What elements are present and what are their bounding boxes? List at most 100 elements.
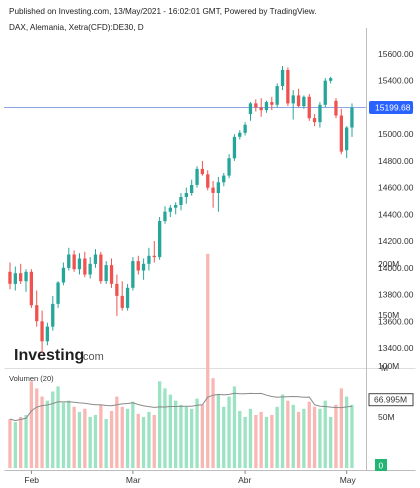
volume-bar xyxy=(286,400,290,468)
volume-bar xyxy=(232,386,237,468)
candle-body xyxy=(51,303,55,327)
candle-body xyxy=(216,182,220,193)
candle-body xyxy=(88,263,92,275)
volume-bar xyxy=(93,415,98,468)
volume-bar xyxy=(24,415,28,468)
volume-bar xyxy=(350,404,354,468)
candle-body xyxy=(115,283,119,296)
x-tick-label: Abr xyxy=(238,475,251,485)
volume-bar xyxy=(115,396,119,468)
volume-bar xyxy=(141,417,146,468)
volume-bar xyxy=(29,381,33,468)
candle-body xyxy=(264,102,269,111)
volume-bar xyxy=(334,404,338,468)
volume-bar xyxy=(280,394,285,468)
instrument-line: DAX, Alemania, Xetra(CFD):DE30, D xyxy=(9,23,144,32)
candle-body xyxy=(174,205,178,208)
volume-bar xyxy=(211,378,215,468)
volume-tick-label: 150M xyxy=(378,310,399,320)
candle-body xyxy=(131,261,135,288)
volume-bar xyxy=(184,406,188,468)
price-tick-label: 14000.00 xyxy=(378,263,414,273)
candle-body xyxy=(350,107,354,128)
candle-body xyxy=(104,265,108,282)
candle-body xyxy=(318,104,322,123)
candle-body xyxy=(93,254,98,264)
volume-bar xyxy=(13,422,17,468)
price-tick-label: 13800.00 xyxy=(378,290,414,300)
volume-bar xyxy=(56,386,60,468)
volume-badge-bg xyxy=(368,393,414,407)
volume-bar xyxy=(312,406,317,468)
investing-watermark: Investing .com xyxy=(14,347,104,364)
candle-body xyxy=(83,258,87,275)
volume-bar xyxy=(270,415,274,468)
volume-bar xyxy=(51,391,55,468)
candle-body xyxy=(13,273,17,284)
volume-bar xyxy=(195,398,199,468)
volume-bar xyxy=(275,406,279,468)
candle-body xyxy=(179,197,183,205)
candle-body xyxy=(99,254,103,282)
candle-body xyxy=(77,258,82,270)
volume-bar xyxy=(307,401,311,468)
candles xyxy=(8,66,354,354)
volume-bar xyxy=(125,408,130,468)
candle-body xyxy=(120,295,124,308)
volume-tick-label: 50M xyxy=(378,412,395,422)
candle-body xyxy=(125,287,130,308)
candle-body xyxy=(334,100,338,116)
volume-bar xyxy=(168,394,172,468)
candle-body xyxy=(19,273,23,282)
volume-bar xyxy=(61,402,66,468)
candle-body xyxy=(200,168,204,175)
candle-body xyxy=(222,175,226,183)
candle-body xyxy=(286,70,290,104)
volume-bar xyxy=(104,419,108,468)
candle-body xyxy=(163,211,167,222)
volume-tick-label: 200M xyxy=(378,259,399,269)
volume-bar xyxy=(216,394,220,468)
price-tick-label: 14400.00 xyxy=(378,209,414,219)
volume-bar xyxy=(99,404,103,468)
watermark-suffix: .com xyxy=(80,351,104,363)
volume-bar xyxy=(158,381,162,468)
candle-body xyxy=(141,263,146,271)
volume-badge: 66.995M xyxy=(368,393,414,407)
candle-body xyxy=(67,254,71,268)
volume-bar xyxy=(88,417,92,468)
candle-body xyxy=(190,185,194,193)
candle-body xyxy=(168,207,172,212)
volume-tick-label-partial: M xyxy=(381,363,388,373)
price-tick-label: 15600.00 xyxy=(378,49,414,59)
candle-body xyxy=(206,174,210,188)
price-badge: 15199.68 xyxy=(369,101,413,114)
volume-zero-badge-value: 0 xyxy=(379,461,384,471)
volume-bar xyxy=(243,417,247,468)
candle-body xyxy=(254,103,258,108)
chart-header: Published on Investing.com, 13/May/2021 … xyxy=(9,6,409,33)
volume-bar xyxy=(67,400,71,468)
price-tick-label: 14600.00 xyxy=(378,183,414,193)
candle-body xyxy=(40,321,44,342)
x-tick-label: Mar xyxy=(126,475,141,485)
volume-axis-ticks: 200M 150M 100M 50M M xyxy=(378,259,399,422)
candle-body xyxy=(312,118,317,123)
volume-bar xyxy=(147,411,151,468)
volume-bar xyxy=(174,400,178,468)
volume-bar xyxy=(345,396,349,468)
candle-body xyxy=(29,271,33,306)
volume-bar xyxy=(222,406,226,468)
volume-bar xyxy=(136,413,140,468)
volume-bar xyxy=(8,419,12,468)
volume-bars xyxy=(8,253,354,468)
volume-bar xyxy=(45,400,49,468)
volume-zero-badge: 0 xyxy=(375,459,387,471)
volume-bar xyxy=(291,404,295,468)
price-tick-label: 15400.00 xyxy=(378,76,414,86)
candle-body xyxy=(35,305,39,322)
volume-bar xyxy=(227,396,231,468)
candle-body xyxy=(211,187,215,193)
volume-bar xyxy=(238,410,242,468)
